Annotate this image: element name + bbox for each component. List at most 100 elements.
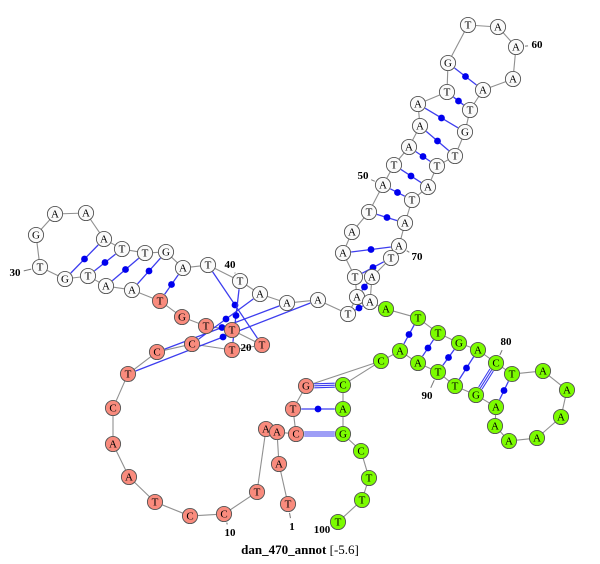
nucleotide-circle <box>363 268 381 286</box>
nucleotide-node: T <box>339 305 357 323</box>
nucleotide-circle <box>157 243 175 261</box>
nucleotide-base-letter: A <box>273 427 281 439</box>
nucleotide-circle <box>77 204 95 222</box>
backbone-link <box>400 230 404 239</box>
nucleotide-circle <box>268 423 286 441</box>
nucleotide-node: G <box>27 226 45 244</box>
nucleotide-node: T <box>403 191 421 209</box>
nucleotide-base-letter: A <box>102 281 110 293</box>
nucleotide-circle <box>197 317 215 335</box>
backbone-link <box>239 345 255 350</box>
nucleotide-circle <box>360 203 378 221</box>
backbone-link <box>89 218 101 234</box>
nucleotide-base-letter: T <box>229 345 236 357</box>
nucleotide-node: A <box>391 342 409 360</box>
nucleotide-node: T <box>360 469 378 487</box>
backbone-link <box>465 345 472 348</box>
nucleotide-node: G <box>439 54 457 72</box>
backbone-link <box>276 439 280 457</box>
nucleotide-base-letter: T <box>415 313 422 325</box>
nucleotide-circle <box>253 336 271 354</box>
nucleotide-node: A <box>95 230 113 248</box>
nucleotide-circle <box>469 341 487 359</box>
base-pair-dot <box>462 73 469 80</box>
base-pair-dot <box>500 387 508 394</box>
backbone-link <box>483 354 491 359</box>
nucleotide-circle <box>174 259 192 277</box>
backbone-link <box>451 31 465 57</box>
position-label: 40 <box>225 259 237 271</box>
backbone-link <box>393 310 411 317</box>
backbone-link <box>443 376 450 382</box>
nucleotide-circle <box>360 469 378 487</box>
nucleotide-circle <box>507 38 525 56</box>
nucleotide-node: T <box>223 321 241 339</box>
nucleotide-circle <box>474 81 492 99</box>
nucleotide-base-letter: A <box>51 209 59 221</box>
nucleotide-circle <box>558 381 576 399</box>
nucleotide-base-letter: A <box>414 99 422 111</box>
nucleotide-circle <box>104 435 122 453</box>
nucleotide-node: T <box>113 240 131 258</box>
nucleotide-circle <box>346 268 364 286</box>
nucleotide-base-letter: A <box>128 285 136 297</box>
nucleotide-node: G <box>56 270 74 288</box>
backbone-link <box>482 398 490 404</box>
nucleotide-circle <box>456 123 474 141</box>
base-pair-dot <box>218 324 226 331</box>
nucleotide-circle <box>377 300 395 318</box>
nucleotide-base-letter: A <box>491 421 499 433</box>
nucleotide-base-letter: C <box>292 429 299 441</box>
nucleotide-base-letter: G <box>472 390 480 402</box>
nucleotide-base-letter: T <box>152 497 159 509</box>
nucleotide-circle <box>297 377 315 395</box>
nucleotide-node: T <box>382 249 400 267</box>
base-pair-dot <box>355 304 363 312</box>
nucleotide-base-letter: T <box>290 404 297 416</box>
base-pair-dot <box>383 214 391 221</box>
backbone-link <box>110 242 116 246</box>
base-pair-dot <box>434 137 441 145</box>
backbone-link <box>113 286 125 290</box>
base-pair-bond <box>478 368 491 388</box>
nucleotide-node: A <box>396 214 414 232</box>
nucleotide-base-letter: T <box>142 248 149 260</box>
backbone-link <box>363 485 368 493</box>
nucleotide-node: A <box>46 205 64 223</box>
base-pair-bond <box>314 382 335 385</box>
backbone-link <box>72 276 81 279</box>
backbone-link <box>418 111 420 119</box>
position-label: 1 <box>289 521 295 533</box>
nucleotide-circle <box>270 455 288 473</box>
nucleotide-node: T <box>248 483 266 501</box>
nucleotide-circle <box>411 117 429 135</box>
nucleotide-base-letter: T <box>366 207 373 219</box>
basepair-layer <box>70 67 510 437</box>
backbone-link <box>430 172 435 181</box>
nucleotide-node: T <box>503 365 521 383</box>
backbone-link <box>199 344 225 350</box>
nucleotide-base-letter: A <box>563 385 571 397</box>
nucleotide-circle <box>146 493 164 511</box>
nucleotide-base-letter: A <box>492 402 500 414</box>
backbone-link <box>296 392 303 403</box>
nucleotide-circle <box>409 95 427 113</box>
nucleotide-circle <box>119 365 137 383</box>
backbone-link <box>188 319 200 324</box>
nucleotide-base-letter: A <box>539 366 547 378</box>
nucleotide-node: A <box>334 244 352 262</box>
base-pair-dot <box>101 259 109 266</box>
backbone-link <box>115 450 127 471</box>
position-tick <box>406 250 410 253</box>
nucleotide-node: A <box>500 432 518 450</box>
nucleotide-node: C <box>334 376 352 394</box>
nucleotide-circle <box>374 176 392 194</box>
nucleotide-circle <box>428 157 446 175</box>
nucleotide-base-letter: T <box>452 151 459 163</box>
structure-name: dan_470_annot <box>241 542 327 557</box>
nucleotide-base-letter: T <box>444 87 451 99</box>
nucleotide-base-letter: A <box>368 272 376 284</box>
nucleotide-circle <box>27 226 45 244</box>
nucleotide-circle <box>173 308 191 326</box>
